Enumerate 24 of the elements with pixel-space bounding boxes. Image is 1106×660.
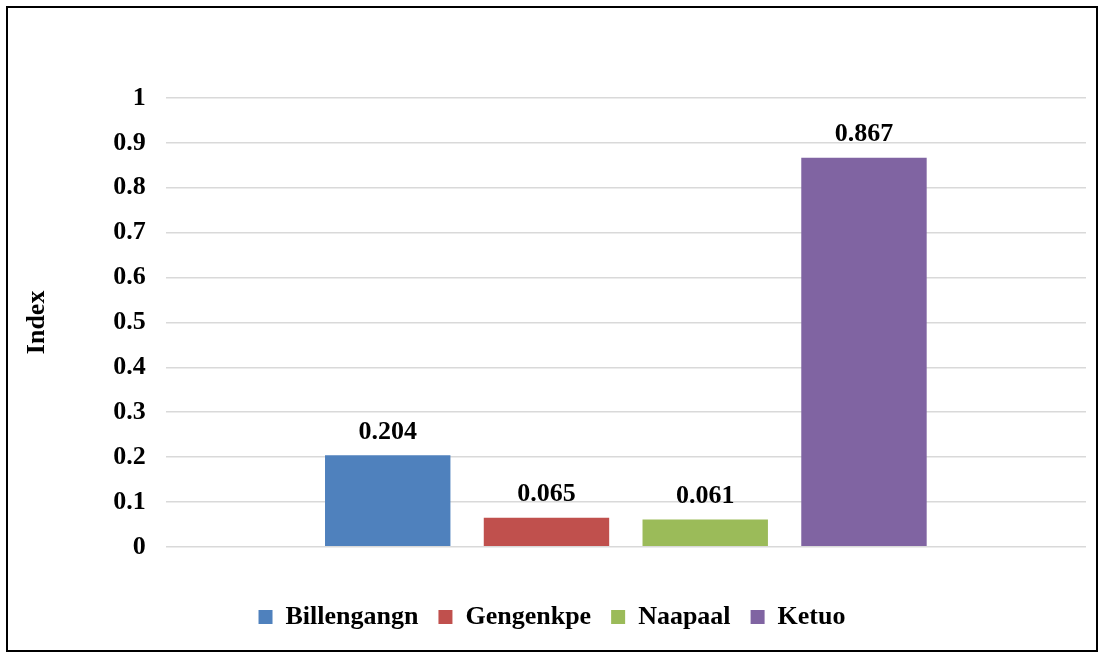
legend-label: Naapaal [638, 600, 731, 630]
bar [642, 519, 768, 547]
y-tick-label: 0.2 [113, 440, 146, 470]
y-tick-label: 0.5 [113, 306, 146, 336]
data-label: 0.061 [675, 480, 735, 510]
y-axis-title: Index [21, 290, 51, 355]
data-label: 0.867 [834, 118, 894, 148]
bar [801, 157, 927, 547]
y-tick-label: 1 [132, 81, 146, 111]
y-tick-label: 0.9 [113, 126, 146, 156]
legend-label: Ketuo [777, 600, 846, 630]
data-label: 0.065 [517, 478, 576, 508]
bar [483, 517, 610, 547]
y-tick-label: 0.8 [113, 171, 146, 201]
y-tick-label: 0.4 [113, 351, 146, 380]
bar [325, 455, 451, 547]
y-tick-label: 0 [132, 530, 146, 560]
y-tick-label: 0.1 [113, 485, 146, 515]
y-tick-label: 0.3 [113, 395, 146, 425]
y-tick-label: 0.6 [113, 261, 146, 291]
legend-label: Gengenkpe [465, 600, 592, 630]
legend-label: Billengangn [285, 600, 419, 630]
y-tick-label: 0.7 [113, 216, 146, 246]
data-label: 0.204 [358, 415, 417, 445]
